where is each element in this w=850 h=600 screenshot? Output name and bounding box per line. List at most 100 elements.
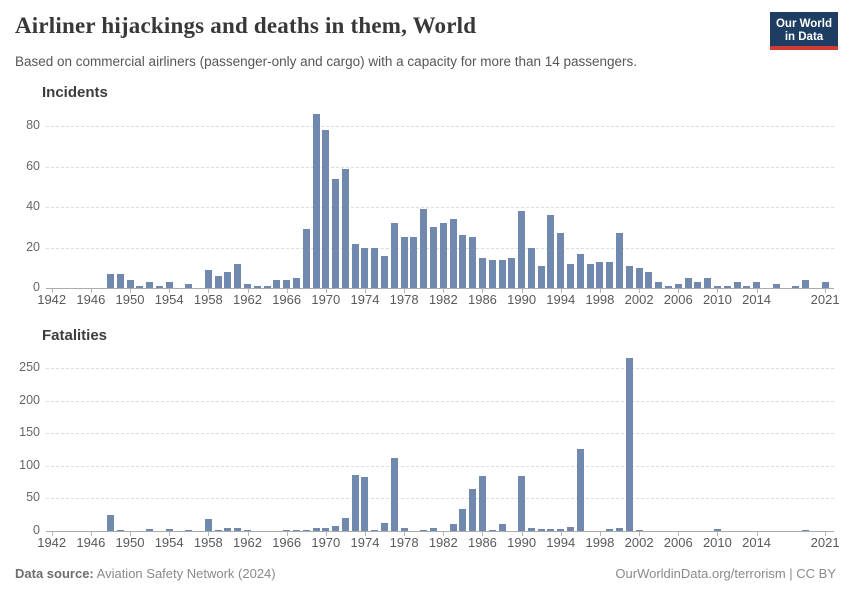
bar-incidents-1981[interactable] bbox=[430, 227, 437, 288]
bar-incidents-1966[interactable] bbox=[283, 279, 291, 288]
bar-incidents-2008[interactable] bbox=[694, 281, 702, 288]
bar-incidents-1962[interactable] bbox=[244, 283, 251, 288]
bar-fatalities-1993[interactable] bbox=[547, 529, 555, 531]
bar-fatalities-1960[interactable] bbox=[224, 528, 232, 531]
bar-fatalities-1983[interactable] bbox=[449, 524, 457, 531]
bar-fatalities-1974[interactable] bbox=[361, 477, 369, 531]
bar-fatalities-1996[interactable] bbox=[576, 449, 584, 531]
bar-fatalities-1992[interactable] bbox=[537, 529, 545, 531]
bar-incidents-1973[interactable] bbox=[351, 243, 359, 288]
bar-fatalities-1956[interactable] bbox=[185, 529, 193, 531]
bar-incidents-2013[interactable] bbox=[743, 285, 751, 288]
bar-incidents-2002[interactable] bbox=[635, 267, 643, 288]
bar-incidents-1958[interactable] bbox=[204, 269, 212, 288]
bar-incidents-1972[interactable] bbox=[341, 168, 349, 288]
bar-fatalities-1959[interactable] bbox=[214, 529, 222, 531]
bar-incidents-2006[interactable] bbox=[674, 283, 682, 288]
bar-incidents-1954[interactable] bbox=[165, 281, 173, 288]
bar-fatalities-1985[interactable] bbox=[469, 489, 477, 531]
bar-fatalities-1995[interactable] bbox=[567, 527, 575, 531]
bar-fatalities-1962[interactable] bbox=[244, 530, 251, 531]
bar-incidents-2005[interactable] bbox=[664, 285, 672, 288]
bar-fatalities-1961[interactable] bbox=[234, 528, 242, 531]
bar-fatalities-1958[interactable] bbox=[204, 519, 212, 531]
bar-incidents-2018[interactable] bbox=[792, 285, 800, 288]
bar-incidents-1977[interactable] bbox=[390, 223, 398, 288]
bar-incidents-1975[interactable] bbox=[371, 247, 379, 288]
bar-incidents-1961[interactable] bbox=[234, 263, 242, 288]
license-note[interactable]: OurWorldinData.org/terrorism | CC BY bbox=[615, 566, 836, 581]
bar-fatalities-1978[interactable] bbox=[400, 528, 408, 531]
bar-incidents-1982[interactable] bbox=[439, 223, 447, 288]
bar-fatalities-1972[interactable] bbox=[341, 517, 349, 531]
bar-fatalities-1948[interactable] bbox=[106, 514, 114, 531]
bar-fatalities-1990[interactable] bbox=[518, 475, 526, 531]
bar-incidents-1980[interactable] bbox=[420, 209, 428, 288]
bar-fatalities-1984[interactable] bbox=[459, 509, 467, 531]
bar-fatalities-1975[interactable] bbox=[371, 529, 379, 531]
bar-incidents-2014[interactable] bbox=[753, 281, 761, 288]
bar-incidents-1978[interactable] bbox=[400, 237, 408, 288]
bar-incidents-1960[interactable] bbox=[224, 271, 232, 288]
bar-incidents-1970[interactable] bbox=[322, 130, 330, 288]
bar-incidents-1949[interactable] bbox=[116, 273, 124, 288]
bar-incidents-2021[interactable] bbox=[821, 281, 829, 288]
bar-incidents-2012[interactable] bbox=[733, 281, 741, 288]
bar-incidents-1992[interactable] bbox=[537, 265, 545, 288]
bar-incidents-1956[interactable] bbox=[185, 283, 193, 288]
bar-fatalities-1987[interactable] bbox=[488, 529, 496, 531]
bar-fatalities-1980[interactable] bbox=[420, 529, 428, 531]
bar-incidents-1996[interactable] bbox=[576, 253, 584, 288]
bar-fatalities-1966[interactable] bbox=[283, 529, 291, 531]
bar-incidents-2016[interactable] bbox=[772, 283, 780, 288]
bar-incidents-1994[interactable] bbox=[557, 233, 565, 288]
bar-incidents-1948[interactable] bbox=[106, 273, 114, 288]
bar-fatalities-1971[interactable] bbox=[332, 526, 340, 531]
bar-incidents-1969[interactable] bbox=[312, 114, 320, 288]
bar-fatalities-2019[interactable] bbox=[802, 529, 810, 531]
bar-incidents-2010[interactable] bbox=[713, 285, 721, 288]
bar-incidents-1999[interactable] bbox=[606, 261, 614, 288]
bar-incidents-2009[interactable] bbox=[704, 277, 712, 288]
bar-incidents-1983[interactable] bbox=[449, 219, 457, 288]
bar-fatalities-1988[interactable] bbox=[498, 523, 506, 531]
bar-fatalities-1952[interactable] bbox=[146, 529, 154, 531]
bar-incidents-1964[interactable] bbox=[263, 285, 271, 288]
bar-incidents-1971[interactable] bbox=[332, 178, 340, 288]
bar-incidents-2003[interactable] bbox=[645, 271, 653, 288]
bar-incidents-2011[interactable] bbox=[723, 285, 731, 288]
bar-incidents-1952[interactable] bbox=[146, 281, 154, 288]
bar-fatalities-1969[interactable] bbox=[312, 528, 320, 531]
bar-incidents-2019[interactable] bbox=[802, 279, 810, 288]
bar-fatalities-1986[interactable] bbox=[478, 475, 486, 531]
bar-fatalities-2001[interactable] bbox=[625, 358, 633, 531]
bar-fatalities-1954[interactable] bbox=[165, 529, 173, 531]
owid-logo[interactable]: Our World in Data bbox=[770, 12, 838, 50]
bar-incidents-1967[interactable] bbox=[292, 277, 300, 288]
bar-incidents-2000[interactable] bbox=[616, 233, 624, 288]
bar-incidents-1979[interactable] bbox=[410, 237, 418, 288]
bar-fatalities-1973[interactable] bbox=[351, 474, 359, 531]
bar-fatalities-1968[interactable] bbox=[302, 529, 310, 531]
bar-incidents-1965[interactable] bbox=[273, 279, 281, 288]
bar-incidents-1988[interactable] bbox=[498, 259, 506, 288]
bar-fatalities-1994[interactable] bbox=[557, 529, 565, 531]
bar-incidents-1986[interactable] bbox=[478, 257, 486, 288]
bar-incidents-2007[interactable] bbox=[684, 277, 692, 288]
bar-incidents-1953[interactable] bbox=[155, 285, 163, 288]
bar-incidents-1974[interactable] bbox=[361, 247, 369, 288]
bar-incidents-1989[interactable] bbox=[508, 257, 516, 288]
bar-incidents-1950[interactable] bbox=[126, 279, 134, 288]
bar-fatalities-1991[interactable] bbox=[527, 528, 535, 531]
bar-incidents-1998[interactable] bbox=[596, 261, 604, 288]
bar-incidents-1968[interactable] bbox=[302, 229, 310, 288]
bar-incidents-1997[interactable] bbox=[586, 263, 594, 288]
bar-incidents-1993[interactable] bbox=[547, 215, 555, 288]
bar-fatalities-2002[interactable] bbox=[635, 529, 643, 531]
bar-incidents-1990[interactable] bbox=[518, 211, 526, 288]
bar-fatalities-1999[interactable] bbox=[606, 529, 614, 531]
bar-fatalities-2010[interactable] bbox=[713, 529, 721, 531]
bar-fatalities-1970[interactable] bbox=[322, 527, 330, 531]
bar-fatalities-1976[interactable] bbox=[381, 522, 389, 531]
bar-incidents-1985[interactable] bbox=[469, 237, 477, 288]
